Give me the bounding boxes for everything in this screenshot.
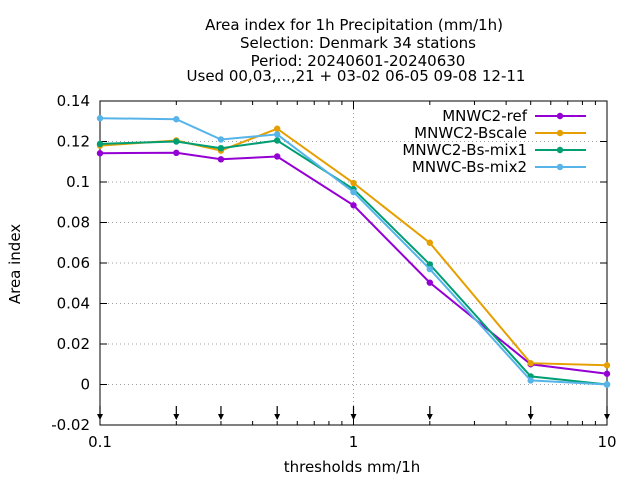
data-point: [426, 279, 434, 286]
data-point: [350, 179, 357, 187]
title-line-3: Period: 20240601-20240630: [251, 52, 466, 70]
data-point: [96, 150, 104, 157]
data-point: [350, 202, 357, 209]
y-tick-label: 0: [80, 376, 90, 394]
x-tick-label: 1: [349, 433, 359, 451]
data-point: [426, 265, 434, 273]
threshold-arrow: [604, 406, 610, 420]
y-tick-label: 0.04: [57, 295, 90, 313]
data-point: [603, 370, 611, 377]
series-group: [96, 115, 611, 388]
legend-marker: [556, 112, 564, 120]
legend-item: MNWC2-Bscale: [414, 124, 586, 142]
legend-marker: [556, 163, 564, 171]
data-point: [173, 116, 180, 123]
arrow-head: [426, 414, 433, 420]
data-point: [603, 362, 611, 369]
data-point: [96, 140, 104, 148]
y-tick-label: -0.02: [51, 416, 90, 434]
arrow-head: [217, 414, 224, 420]
legend-label: MNWC-Bs-mix2: [412, 158, 527, 176]
data-point: [273, 131, 281, 138]
tick-labels: -0.02 0 0.02 0.04 0.06 0.08 0.1 0.12 0.14 0.1 1 10: [51, 92, 616, 451]
series-line: [99, 139, 608, 386]
chart-title: Area index for 1h Precipitation (mm/1h) …: [187, 16, 526, 85]
data-point: [527, 377, 534, 384]
data-point: [173, 138, 180, 145]
legend-item: MNWC2-Bs-mix1: [402, 141, 586, 159]
data-point: [273, 137, 281, 144]
legend-marker: [556, 129, 564, 137]
legend: MNWC2-refMNWC2-BscaleMNWC2-Bs-mix1MNWC-B…: [402, 107, 586, 176]
y-tick-label: 0.02: [57, 335, 90, 353]
threshold-arrow: [527, 406, 534, 420]
arrow-head: [350, 414, 357, 420]
title-line-4: Used 00,03,...,21 + 03-02 06-05 09-08 12…: [187, 67, 526, 85]
legend-label: MNWC2-Bscale: [414, 124, 527, 142]
threshold-arrow: [350, 406, 357, 420]
arrow-head: [173, 414, 180, 420]
series-line: [99, 151, 608, 375]
legend-item: MNWC2-ref: [442, 107, 586, 125]
arrow-head: [527, 414, 534, 420]
y-tick-label: 0.14: [57, 92, 90, 110]
y-tick-label: 0.1: [66, 173, 90, 191]
series-line: [99, 117, 608, 386]
y-tick-label: 0.12: [57, 133, 90, 151]
data-point: [217, 136, 225, 143]
data-point: [173, 149, 180, 157]
data-point: [350, 188, 357, 196]
series-mnwc-bs-mix2: [96, 115, 611, 388]
data-point: [217, 156, 225, 163]
data-point: [426, 261, 434, 268]
y-tick-label: 0.06: [57, 254, 90, 272]
threshold-arrow: [217, 406, 224, 420]
arrow-head: [274, 414, 281, 420]
y-tick-label: 0.08: [57, 214, 90, 232]
data-point: [603, 381, 611, 388]
x-tick-label: 0.1: [88, 433, 112, 451]
title-line-2: Selection: Denmark 34 stations: [240, 34, 476, 52]
title-line-1: Area index for 1h Precipitation (mm/1h): [205, 16, 503, 34]
arrow-head: [604, 414, 610, 420]
threshold-arrow: [274, 406, 281, 420]
arrow-head: [97, 414, 103, 420]
series-mnwc2-ref: [96, 149, 611, 377]
legend-label: MNWC2-ref: [442, 107, 527, 125]
legend-marker: [556, 146, 564, 154]
data-point: [273, 125, 281, 132]
data-point: [527, 360, 534, 367]
x-axis-label: thresholds mm/1h: [284, 458, 421, 476]
threshold-arrow: [173, 406, 180, 420]
axes: [99, 100, 608, 426]
data-point: [96, 115, 104, 122]
x-tick-label: 10: [597, 433, 616, 451]
threshold-arrow: [97, 406, 103, 420]
data-point: [426, 239, 434, 246]
data-point: [217, 144, 225, 152]
legend-label: MNWC2-Bs-mix1: [402, 141, 527, 159]
threshold-arrow: [426, 406, 433, 420]
data-point: [273, 153, 281, 160]
series-mnwc2-bs-mix1: [96, 137, 611, 388]
legend-item: MNWC-Bs-mix2: [412, 158, 586, 176]
threshold-arrows: [97, 406, 610, 420]
y-axis-label: Area index: [6, 224, 24, 304]
